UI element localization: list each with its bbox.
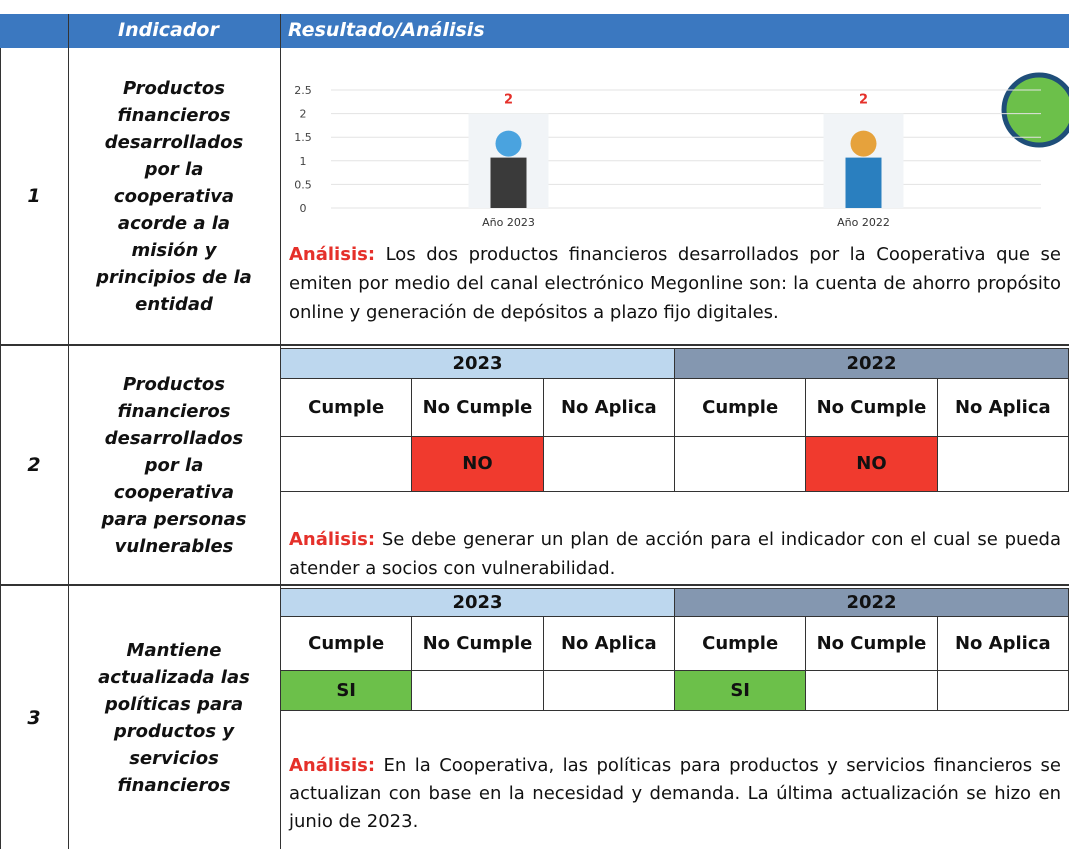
column-row: Cumple No Cumple No Aplica Cumple No Cumple N… (279, 616, 1069, 671)
column-header: Cumple (279, 616, 413, 671)
column-header: No Aplica (542, 378, 675, 437)
column-header: No Aplica (542, 616, 675, 671)
sub-table: 2023 2022 Cumple No Cumple No Aplica Cumple No… (279, 588, 1069, 711)
x-tick-label: Año 2022 (837, 216, 890, 229)
status-indicator (1001, 72, 1069, 148)
analysis-label: Análisis: (289, 755, 376, 776)
year-row: 2023 2022 (280, 348, 1069, 379)
indicator: Productos financieros desarrollados por … (101, 373, 247, 557)
y-tick-label: 2.5 (294, 84, 312, 97)
analysis-label: Análisis: (289, 529, 376, 550)
row-number: 2 (27, 454, 41, 476)
result-cell: NO (805, 436, 938, 492)
indicator: Productos financieros desarrollados por … (96, 77, 252, 315)
bar-illustration (495, 130, 522, 157)
header-indicator: Indicador (118, 14, 219, 46)
sub-table: 2023 2022 Cumple No Cumple No Aplica Cumple No… (279, 348, 1069, 492)
indicator: Mantiene actualizada las políticas para … (98, 639, 250, 796)
compliance-table: 2023 2022 Cumple No Cumple No Aplica Cumple No… (279, 348, 1069, 492)
data-label: 2 (504, 93, 513, 108)
y-tick-label: 0.5 (294, 178, 312, 191)
column-header: No Aplica (936, 378, 1069, 437)
column-header: No Cumple (411, 616, 544, 671)
result-cell (673, 436, 807, 492)
value-row: NO NO (279, 436, 1069, 492)
bar-illustration (490, 157, 527, 208)
result-cell (936, 436, 1069, 492)
analysis-text: Se debe generar un plan de acción para e… (289, 529, 1061, 579)
analysis: Análisis: En la Cooperativa, las polític… (281, 752, 1069, 836)
column-header: Cumple (279, 378, 413, 437)
result-cell (279, 436, 413, 492)
column-header: No Cumple (805, 616, 938, 671)
table (0, 14, 1069, 849)
row-number: 3 (27, 706, 41, 729)
year-header: 2022 (673, 588, 1069, 617)
bar-illustration (850, 130, 877, 157)
result-cell: SI (279, 670, 413, 711)
result-cell (542, 436, 675, 492)
year-row: 2023 2022 (280, 588, 1069, 617)
bar-illustration (845, 157, 882, 208)
analysis: Análisis: Se debe generar un plan de acc… (281, 525, 1069, 583)
column-header: Cumple (673, 616, 807, 671)
year-header: 2023 (280, 348, 675, 379)
year-header: 2023 (280, 588, 675, 617)
col-divider (68, 14, 69, 849)
column-header: Cumple (673, 378, 807, 437)
analysis: Análisis: Los dos productos financieros … (281, 240, 1069, 327)
row-divider (0, 584, 1069, 586)
result-cell (805, 670, 938, 711)
value-row: SI SI (279, 670, 1069, 711)
chart: 0 0.5 1 1.5 2 2.5 2 Año 2023 2 Año 2022 (294, 72, 1069, 229)
x-tick-label: Año 2023 (482, 216, 535, 229)
row-divider (0, 344, 1069, 346)
header-result: Resultado/Análisis (288, 14, 485, 46)
result-cell: SI (673, 670, 807, 711)
result-cell (542, 670, 675, 711)
result-cell (411, 670, 544, 711)
column-header: No Cumple (411, 378, 544, 437)
y-tick-label: 1 (300, 155, 307, 168)
data-label: 2 (859, 93, 868, 108)
analysis-text: En la Cooperativa, las políticas para pr… (289, 755, 1061, 832)
analysis-text: Los dos productos financieros desarrolla… (289, 244, 1061, 323)
column-row: Cumple No Cumple No Aplica Cumple No Cumple N… (279, 378, 1069, 437)
analysis-label: Análisis: (289, 244, 376, 265)
row-number: 1 (27, 185, 41, 207)
y-tick-label: 0 (300, 202, 307, 215)
compliance-table: 2023 2022 Cumple No Cumple No Aplica Cumple No… (279, 588, 1069, 711)
year-header: 2022 (673, 348, 1069, 379)
y-tick-label: 2 (300, 108, 307, 121)
column-header: No Cumple (805, 378, 938, 437)
result-cell (936, 670, 1069, 711)
result-cell: NO (411, 436, 544, 492)
column-header: No Aplica (936, 616, 1069, 671)
y-tick-label: 1.5 (294, 131, 312, 144)
